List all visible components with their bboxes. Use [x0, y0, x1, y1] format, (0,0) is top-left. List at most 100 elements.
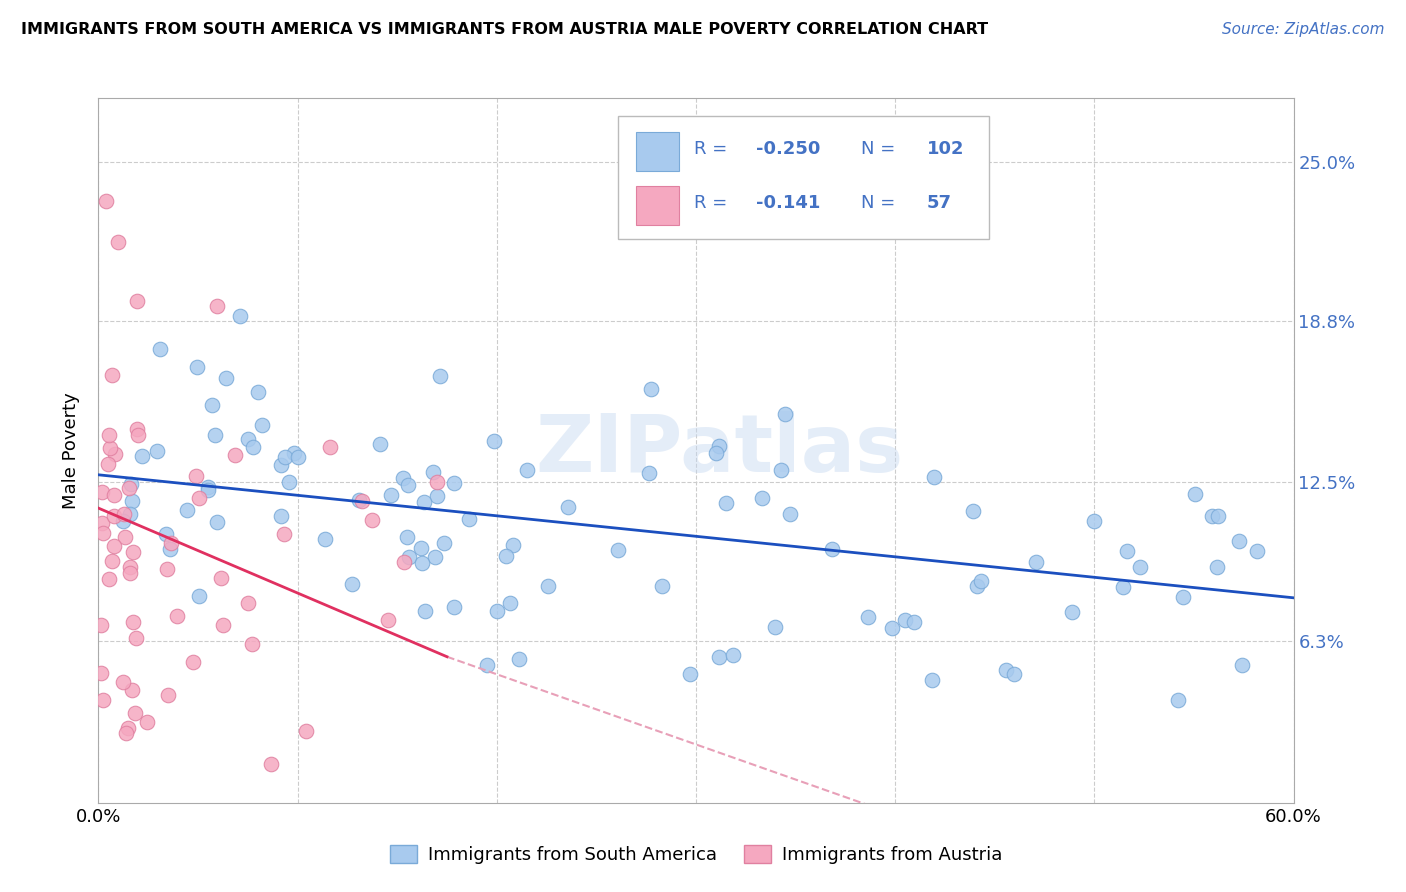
Point: [1060, 605, 1083, 619]
Point: [392, 471, 415, 485]
Point: [107, 235, 129, 250]
Point: [966, 579, 988, 593]
Point: [921, 673, 943, 688]
Point: [498, 596, 520, 610]
Point: [433, 536, 456, 550]
Point: [204, 427, 226, 442]
Point: [409, 541, 432, 555]
Point: [347, 492, 370, 507]
Point: [90, 665, 112, 680]
Point: [125, 421, 148, 435]
Point: [361, 513, 384, 527]
Point: [457, 512, 479, 526]
Point: [201, 398, 224, 412]
Point: [751, 491, 773, 506]
Point: [100, 368, 122, 382]
Point: [773, 407, 796, 421]
Point: [209, 571, 232, 585]
Point: [924, 470, 946, 484]
Point: [443, 600, 465, 615]
Point: [90, 618, 112, 632]
Point: [1116, 544, 1139, 558]
Point: [156, 688, 179, 702]
Point: [112, 674, 135, 689]
Point: [411, 556, 433, 570]
Text: 57: 57: [927, 194, 952, 212]
Point: [215, 371, 238, 385]
Point: [340, 576, 363, 591]
Point: [763, 620, 786, 634]
Point: [181, 655, 204, 669]
Point: [121, 494, 143, 508]
Point: [184, 469, 207, 483]
Point: [136, 715, 159, 730]
Point: [127, 293, 149, 308]
Point: [112, 507, 135, 521]
Point: [1206, 509, 1229, 524]
FancyBboxPatch shape: [637, 186, 679, 225]
Point: [273, 526, 295, 541]
Point: [247, 384, 270, 399]
Text: N =: N =: [860, 194, 896, 212]
Point: [1112, 580, 1135, 594]
Point: [368, 436, 391, 450]
Point: [131, 450, 153, 464]
Point: [637, 466, 659, 480]
Point: [723, 648, 745, 663]
Point: [212, 617, 235, 632]
Point: [188, 491, 211, 505]
Point: [252, 417, 274, 432]
Point: [160, 536, 183, 550]
Text: R =: R =: [693, 194, 727, 212]
Point: [97, 428, 120, 442]
Point: [422, 465, 444, 479]
Point: [166, 609, 188, 624]
Point: [274, 450, 297, 464]
Point: [259, 757, 281, 772]
Point: [769, 463, 792, 477]
Point: [995, 663, 1018, 677]
Point: [1167, 693, 1189, 707]
Point: [270, 508, 292, 523]
Point: [98, 572, 121, 586]
Point: [396, 478, 419, 492]
Point: [1230, 657, 1253, 672]
FancyBboxPatch shape: [637, 132, 679, 170]
Point: [205, 299, 228, 313]
Text: 102: 102: [927, 140, 965, 158]
Point: [1206, 559, 1229, 574]
Point: [287, 450, 309, 465]
Point: [398, 549, 420, 564]
Point: [779, 508, 801, 522]
Point: [283, 446, 305, 460]
Point: [90, 485, 112, 500]
Point: [176, 503, 198, 517]
Point: [229, 309, 252, 323]
Point: [714, 496, 737, 510]
Text: R =: R =: [693, 140, 727, 158]
Legend: Immigrants from South America, Immigrants from Austria: Immigrants from South America, Immigrant…: [382, 838, 1010, 871]
Point: [197, 483, 219, 498]
Point: [679, 666, 702, 681]
Point: [508, 652, 530, 666]
Point: [443, 475, 465, 490]
Text: -0.141: -0.141: [756, 194, 820, 212]
Point: [1246, 544, 1268, 558]
Point: [537, 579, 560, 593]
Point: [350, 494, 373, 508]
Point: [318, 440, 340, 454]
Point: [557, 500, 579, 514]
Point: [426, 489, 449, 503]
Point: [894, 613, 917, 627]
Point: [96, 194, 118, 208]
Point: [103, 509, 125, 524]
Point: [121, 682, 143, 697]
Point: [651, 579, 673, 593]
Point: [502, 538, 524, 552]
Point: [127, 428, 149, 442]
Point: [270, 458, 292, 472]
Point: [423, 549, 446, 564]
Point: [122, 545, 145, 559]
Point: [880, 621, 903, 635]
Point: [115, 726, 138, 740]
